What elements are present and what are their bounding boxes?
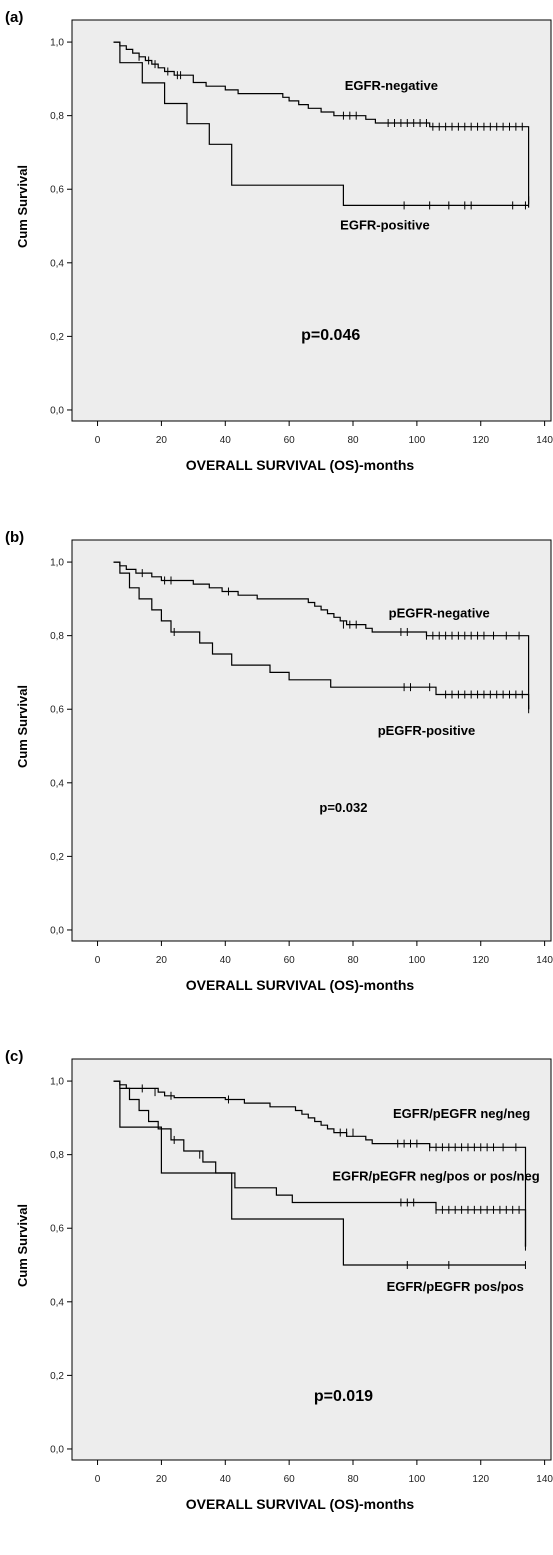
y-tick-label: 0,6 — [50, 185, 64, 196]
survival-curve-2 — [113, 561, 530, 710]
x-tick-label: 40 — [220, 435, 232, 446]
x-tick-label: 40 — [220, 1474, 232, 1485]
y-tick-label: 0,8 — [50, 111, 64, 122]
y-tick-label: 0,8 — [50, 631, 64, 642]
x-tick-label: 60 — [284, 1474, 296, 1485]
p-value-label: p=0.019 — [314, 1388, 373, 1405]
y-tick-label: 0,0 — [50, 925, 64, 936]
curve-label: EGFR/pEGFR pos/pos — [387, 1279, 524, 1294]
y-tick-label: 0,8 — [50, 1150, 64, 1161]
y-tick-label: 1,0 — [50, 38, 64, 49]
y-tick-label: 0,4 — [50, 1297, 64, 1308]
survival-curve-2 — [113, 41, 529, 206]
x-tick-label: 0 — [95, 955, 101, 966]
y-tick-label: 1,0 — [50, 558, 64, 569]
panel-label-c: (c) — [5, 1048, 23, 1065]
y-tick-label: 0,2 — [50, 1371, 64, 1382]
survival-curve-3 — [113, 1080, 526, 1266]
x-tick-label: 60 — [284, 955, 296, 966]
curve-label: EGFR-negative — [345, 78, 438, 93]
x-tick-label: 80 — [347, 955, 359, 966]
survival-curve-2 — [113, 1080, 527, 1247]
x-tick-label: 120 — [472, 955, 489, 966]
curve-label: EGFR/pEGFR neg/pos or pos/neg — [332, 1168, 539, 1183]
y-axis-label: Cum Survival — [15, 685, 30, 768]
y-tick-label: 0,0 — [50, 405, 64, 416]
x-tick-label: 100 — [409, 435, 426, 446]
x-tick-label: 80 — [347, 435, 359, 446]
x-tick-label: 120 — [472, 435, 489, 446]
x-tick-label: 140 — [536, 1474, 553, 1485]
panel-c: (c) 0,0 0,2 0,4 0,6 0,8 1,0 0 20 40 60 80 100 120 140 O… — [5, 1048, 553, 1512]
x-axis-label: OVERALL SURVIVAL (OS)-months — [186, 457, 415, 473]
p-value-label: p=0.032 — [319, 800, 367, 815]
plot-area — [71, 19, 552, 422]
x-tick-label: 0 — [95, 435, 101, 446]
panel-a: (a) 0,0 0,2 0,4 0,6 0,8 1,0 0 20 40 60 80 100 120 140 O… — [5, 9, 553, 473]
y-tick-label: 0,6 — [50, 1224, 64, 1235]
x-tick-label: 20 — [156, 955, 168, 966]
y-tick-label: 0,4 — [50, 258, 64, 269]
x-tick-label: 140 — [536, 435, 553, 446]
x-tick-label: 40 — [220, 955, 232, 966]
x-tick-label: 120 — [472, 1474, 489, 1485]
y-axis-label: Cum Survival — [15, 165, 30, 248]
x-tick-label: 100 — [409, 955, 426, 966]
x-tick-label: 140 — [536, 955, 553, 966]
curve-label: pEGFR-negative — [389, 605, 490, 620]
curve-label: EGFR-positive — [340, 218, 430, 233]
x-tick-label: 20 — [156, 1474, 168, 1485]
x-tick-label: 100 — [409, 1474, 426, 1485]
survival-curve-1 — [113, 561, 530, 710]
x-axis-label: OVERALL SURVIVAL (OS)-months — [186, 977, 415, 993]
x-tick-label: 20 — [156, 435, 168, 446]
panel-b: (b) 0,0 0,2 0,4 0,6 0,8 1,0 0 20 40 60 80 100 120 140 O… — [5, 529, 553, 993]
curve-label: pEGFR-positive — [378, 723, 476, 738]
y-tick-label: 0,6 — [50, 705, 64, 716]
y-tick-label: 0,4 — [50, 778, 64, 789]
x-axis-label: OVERALL SURVIVAL (OS)-months — [186, 1496, 415, 1512]
y-tick-label: 1,0 — [50, 1077, 64, 1088]
plot-area — [71, 1058, 552, 1461]
panel-label-b: (b) — [5, 529, 24, 546]
x-tick-label: 0 — [95, 1474, 101, 1485]
x-tick-label: 60 — [284, 435, 296, 446]
y-tick-label: 0,2 — [50, 852, 64, 863]
survival-curve-1 — [113, 1080, 527, 1247]
panel-label-a: (a) — [5, 9, 23, 26]
y-axis-label: Cum Survival — [15, 1204, 30, 1287]
y-tick-label: 0,2 — [50, 332, 64, 343]
x-tick-label: 80 — [347, 1474, 359, 1485]
plot-area — [71, 539, 552, 942]
y-tick-label: 0,0 — [50, 1444, 64, 1455]
p-value-label: p=0.046 — [301, 327, 360, 344]
curve-label: EGFR/pEGFR neg/neg — [393, 1106, 530, 1121]
